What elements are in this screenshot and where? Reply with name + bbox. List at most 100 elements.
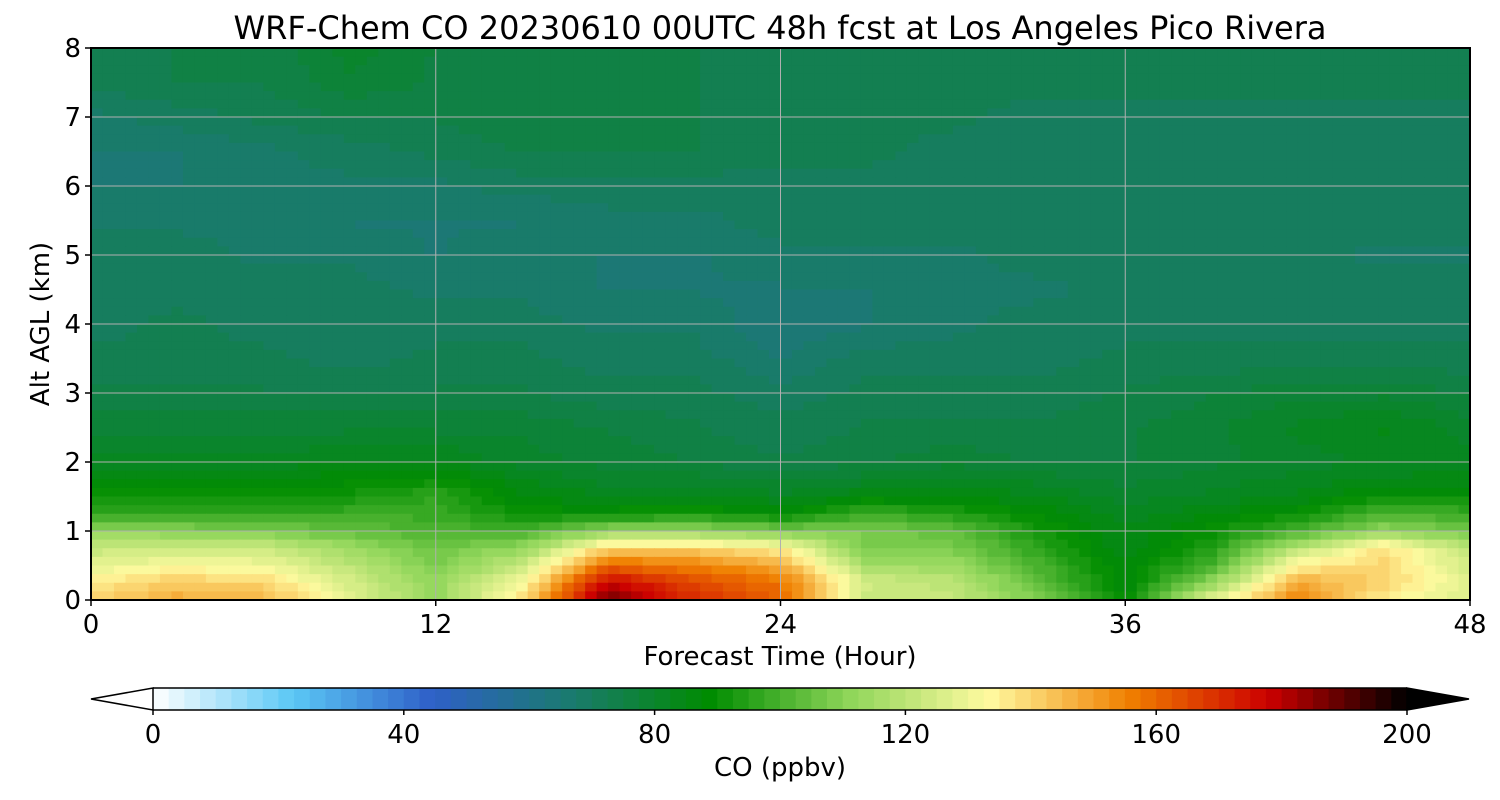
field-cell: [803, 272, 816, 282]
field-cell: [608, 203, 621, 213]
field-cell: [1125, 280, 1138, 291]
field-cell: [734, 263, 747, 273]
field-cell: [1102, 73, 1115, 84]
field-cell: [1217, 229, 1230, 239]
field-cell: [872, 99, 885, 110]
field-cell: [412, 134, 425, 144]
field-cell: [171, 194, 184, 204]
field-cell: [435, 186, 448, 196]
field-cell: [389, 48, 402, 58]
field-cell: [918, 384, 931, 394]
field-cell: [711, 375, 724, 386]
field-cell: [1171, 229, 1184, 239]
field-cell: [1194, 194, 1207, 204]
field-cell: [734, 289, 747, 299]
field-cell: [1171, 367, 1184, 377]
field-cell: [941, 91, 954, 101]
field-cell: [251, 246, 265, 256]
field-cell: [998, 375, 1012, 386]
field-cell: [159, 186, 173, 196]
field-cell: [228, 151, 242, 161]
field-cell: [1159, 108, 1172, 118]
field-cell: [1044, 82, 1057, 92]
field-cell: [309, 367, 322, 377]
field-cell: [1148, 375, 1161, 386]
field-cell: [527, 393, 540, 403]
field-cell: [872, 246, 885, 256]
field-cell: [619, 177, 632, 187]
field-cell: [240, 117, 253, 127]
field-cell: [182, 255, 196, 265]
field-cell: [746, 315, 759, 325]
field-cell: [458, 289, 471, 299]
field-cell: [654, 65, 667, 75]
field-cell: [1320, 168, 1333, 179]
field-cell: [711, 246, 724, 256]
field-cell: [355, 177, 368, 187]
field-cell: [125, 56, 138, 66]
field-cell: [286, 237, 299, 248]
field-cell: [1205, 65, 1218, 75]
field-cell: [228, 315, 242, 325]
field-cell: [1332, 125, 1345, 135]
field-cell: [1171, 186, 1184, 196]
field-cell: [1148, 220, 1161, 230]
field-cell: [1412, 324, 1425, 334]
field-cell: [642, 289, 655, 299]
field-cell: [1148, 263, 1161, 273]
field-cell: [366, 298, 379, 308]
field-cell: [562, 298, 575, 308]
field-cell: [136, 220, 150, 230]
field-cell: [654, 160, 667, 170]
field-cell: [1113, 306, 1126, 317]
field-cell: [470, 358, 483, 368]
field-cell: [757, 324, 770, 334]
field-cell: [596, 220, 609, 230]
field-cell: [1033, 117, 1046, 127]
field-cell: [1401, 142, 1414, 153]
field-cell: [573, 280, 586, 291]
field-cell: [274, 246, 288, 256]
field-cell: [665, 99, 678, 110]
field-cell: [849, 367, 862, 377]
field-cell: [125, 367, 138, 377]
field-cell: [1309, 48, 1322, 58]
field-cell: [159, 255, 173, 265]
field-cell: [332, 73, 345, 84]
field-cell: [1033, 65, 1046, 75]
field-cell: [91, 194, 104, 204]
field-cell: [1435, 211, 1448, 222]
field-cell: [803, 332, 816, 342]
field-cell: [677, 349, 690, 360]
field-cell: [1435, 375, 1448, 386]
field-cell: [906, 117, 920, 127]
field-cell: [998, 203, 1012, 213]
field-cell: [677, 280, 690, 291]
field-cell: [1320, 341, 1333, 351]
field-cell: [826, 306, 839, 317]
field-cell: [1228, 263, 1241, 273]
field-cell: [1435, 117, 1448, 127]
field-cell: [389, 229, 402, 239]
field-cell: [860, 99, 874, 110]
field-cell: [1424, 134, 1437, 144]
field-cell: [1240, 349, 1253, 360]
field-cell: [895, 177, 908, 187]
field-cell: [113, 358, 127, 368]
field-cell: [171, 142, 184, 153]
field-cell: [1286, 48, 1299, 58]
field-cell: [814, 289, 828, 299]
field-cell: [757, 341, 770, 351]
field-cell: [1274, 168, 1287, 179]
field-cell: [826, 229, 839, 239]
field-cell: [1389, 306, 1402, 317]
field-cell: [1389, 134, 1402, 144]
field-cell: [642, 358, 655, 368]
field-cell: [286, 82, 299, 92]
field-cell: [631, 280, 644, 291]
field-cell: [1148, 186, 1161, 196]
field-cell: [941, 73, 954, 84]
field-cell: [883, 48, 897, 58]
field-cell: [734, 160, 747, 170]
field-cell: [297, 65, 311, 75]
